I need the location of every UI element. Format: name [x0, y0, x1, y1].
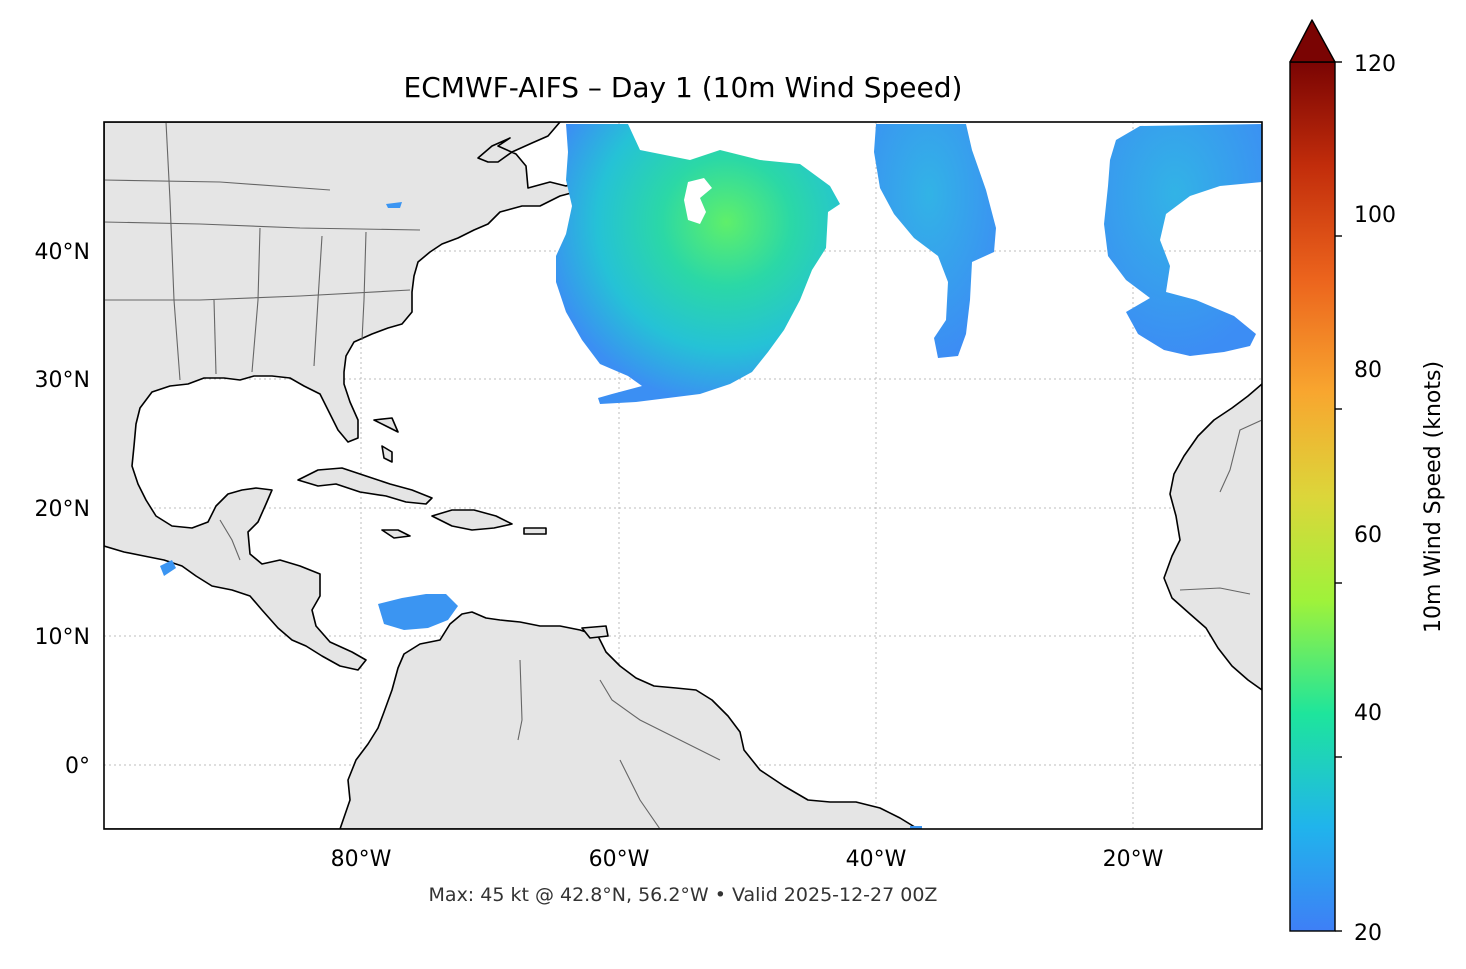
- south-america-landmass: [104, 611, 919, 829]
- africa-landmass: [1163, 383, 1262, 691]
- colorbar-extend-arrow: [1289, 19, 1336, 63]
- colorbar-tick-label: 40: [1354, 701, 1382, 726]
- map-title: ECMWF-AIFS – Day 1 (10m Wind Speed): [403, 71, 963, 104]
- lon-tick-label: 20°W: [1103, 847, 1164, 872]
- wind-band-east-atlantic: [1104, 124, 1262, 356]
- latitude-ticks: 40°N 30°N 20°N 10°N 0°: [35, 240, 90, 779]
- puerto-rico: [523, 527, 547, 535]
- colorbar: 20 40 60 80 100 120 10m Wind Speed (knot…: [1289, 19, 1446, 946]
- lon-tick-label: 40°W: [846, 847, 907, 872]
- lat-tick-label: 10°N: [35, 625, 90, 650]
- lat-tick-label: 40°N: [35, 240, 90, 265]
- jamaica: [381, 529, 411, 539]
- colorbar-gradient: [1289, 61, 1336, 932]
- wind-gulf-of-maine: [386, 202, 402, 208]
- land: [104, 122, 1262, 829]
- wind-band-midatlantic: [874, 124, 996, 358]
- hispaniola: [431, 509, 513, 531]
- gridlines: [104, 122, 1262, 829]
- longitude-ticks: 80°W 60°W 40°W 20°W: [331, 847, 1164, 872]
- colorbar-tick-label: 120: [1354, 52, 1396, 77]
- map-frame: [103, 121, 1263, 830]
- lat-tick-label: 30°N: [35, 368, 90, 393]
- map-subtitle: Max: 45 kt @ 42.8°N, 56.2°W • Valid 2025…: [428, 884, 938, 906]
- colorbar-tick-label: 20: [1354, 921, 1382, 946]
- colorbar-label: 10m Wind Speed (knots): [1421, 361, 1446, 633]
- lat-tick-label: 20°N: [35, 497, 90, 522]
- trinidad: [581, 625, 609, 639]
- colorbar-tick-label: 100: [1354, 203, 1396, 228]
- wind-field: [160, 124, 1262, 829]
- bahamas-2: [381, 445, 393, 463]
- bahamas: [373, 417, 399, 433]
- borders: [104, 122, 1262, 829]
- wind-calm-eye: [684, 178, 712, 224]
- colorbar-tick-label: 80: [1354, 358, 1382, 383]
- wind-pacific-spot: [160, 560, 176, 576]
- cuba: [297, 467, 433, 505]
- colorbar-tick-label: 60: [1354, 523, 1382, 548]
- wind-caribbean: [378, 594, 458, 630]
- wind-cyclone-north-atlantic: [556, 124, 840, 404]
- lon-tick-label: 80°W: [331, 847, 392, 872]
- lat-tick-label: 0°: [65, 754, 90, 779]
- lon-tick-label: 60°W: [589, 847, 650, 872]
